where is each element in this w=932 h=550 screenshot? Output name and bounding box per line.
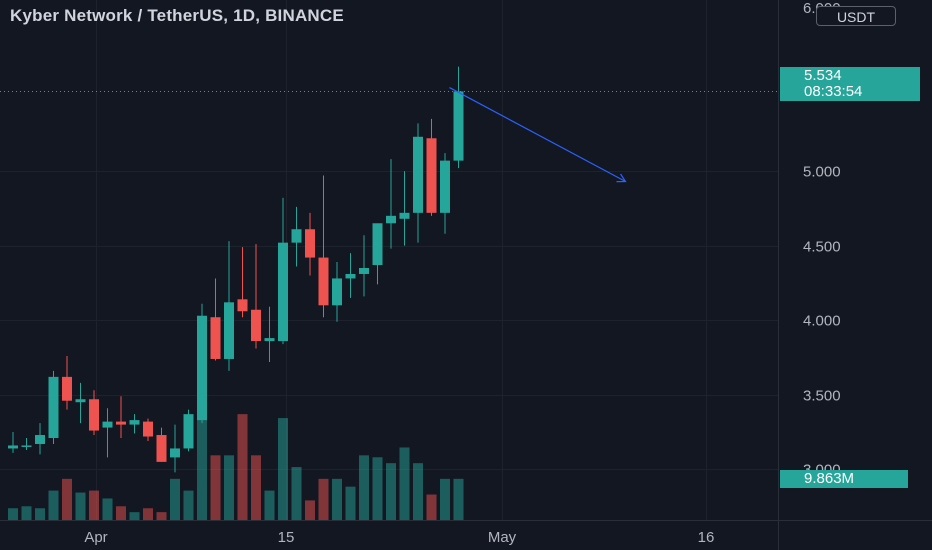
- time-axis[interactable]: Apr 15 May 16: [0, 520, 932, 547]
- candle: [197, 303, 207, 424]
- trend-arrow-line[interactable]: [449, 87, 626, 183]
- candle: [224, 241, 234, 371]
- volume-bar: [156, 512, 167, 520]
- candle: [359, 235, 369, 297]
- candle: [440, 153, 450, 234]
- volume-bar: [48, 490, 59, 520]
- candle: [21, 438, 32, 450]
- candle: [264, 306, 275, 362]
- price-tick-label: 3.500: [803, 388, 841, 405]
- candle: [291, 206, 302, 267]
- volume-bar: [210, 455, 221, 520]
- currency-button[interactable]: USDT: [816, 6, 896, 26]
- volume-bar: [278, 418, 288, 520]
- volume-bar: [8, 508, 18, 520]
- candle: [62, 355, 72, 410]
- candle: [413, 123, 423, 243]
- candle: [426, 118, 437, 216]
- volume-bar: [426, 494, 437, 520]
- candle: [89, 390, 99, 436]
- drawing-layer[interactable]: [0, 87, 778, 183]
- candle: [8, 432, 18, 453]
- candle: [399, 171, 410, 246]
- candle: [35, 423, 45, 455]
- volume-bar: [62, 478, 72, 520]
- candle: [143, 418, 153, 441]
- candle: [318, 175, 329, 318]
- volume-bar: [399, 447, 410, 520]
- volume-bar: [102, 498, 113, 520]
- time-tick-label: 16: [698, 529, 715, 546]
- last-price-value: 5.534: [804, 67, 842, 84]
- volume-bar: [116, 506, 126, 520]
- volume-bar: [170, 478, 180, 520]
- candle: [170, 424, 180, 473]
- volume-bar: [251, 455, 261, 520]
- volume-bar: [129, 512, 140, 520]
- candle: [237, 247, 248, 318]
- candle: [386, 159, 396, 249]
- volume-bar: [143, 508, 153, 520]
- time-tick-label: Apr: [84, 529, 107, 546]
- chart-grid: [0, 0, 778, 520]
- volume-bar: [453, 478, 464, 520]
- candle: [129, 414, 140, 434]
- time-tick-label: May: [488, 529, 517, 546]
- volume-bar: [89, 490, 99, 520]
- volume-bar: [183, 490, 194, 520]
- volume-bar: [224, 455, 234, 520]
- candle: [48, 370, 59, 444]
- candle: [453, 66, 464, 169]
- candlestick-series: [8, 66, 464, 473]
- volume-bar: [440, 478, 450, 520]
- time-tick-label: 15: [278, 529, 295, 546]
- trend-arrow-head[interactable]: [616, 173, 627, 183]
- last-price-label: 5.534 08:33:54: [780, 67, 920, 101]
- volume-bar: [386, 463, 396, 520]
- candle: [210, 278, 221, 361]
- candle: [345, 253, 356, 298]
- volume-bar: [318, 478, 329, 520]
- price-tick-label: 4.500: [803, 239, 841, 256]
- volume-bar: [21, 506, 32, 520]
- volume-bar: [413, 463, 423, 520]
- candle: [305, 212, 315, 276]
- chart-title: Kyber Network / TetherUS, 1D, BINANCE: [10, 6, 344, 25]
- price-tick-label: 4.000: [803, 313, 841, 330]
- candle: [75, 382, 86, 424]
- candle: [278, 197, 288, 345]
- volume-bar: [291, 467, 302, 520]
- volume-bar: [75, 492, 86, 520]
- candle: [116, 396, 126, 439]
- volume-bar: [237, 414, 248, 520]
- candle: [102, 408, 113, 458]
- candle: [183, 409, 194, 452]
- candle: [372, 223, 383, 285]
- volume-bar: [305, 500, 315, 520]
- volume-bar: [345, 486, 356, 520]
- volume-bar: [332, 478, 342, 520]
- volume-bar: [264, 490, 275, 520]
- volume-bar: [35, 508, 45, 520]
- candle: [156, 427, 167, 462]
- price-tick-label: 5.000: [803, 164, 841, 181]
- last-volume-label: 9.863M: [780, 470, 908, 488]
- volume-bar: [372, 457, 383, 520]
- candle: [251, 244, 261, 349]
- volume-bars: [8, 410, 464, 520]
- candle: [332, 262, 342, 322]
- volume-bar: [359, 455, 369, 520]
- volume-bar: [197, 410, 207, 520]
- bar-countdown: 08:33:54: [804, 83, 863, 100]
